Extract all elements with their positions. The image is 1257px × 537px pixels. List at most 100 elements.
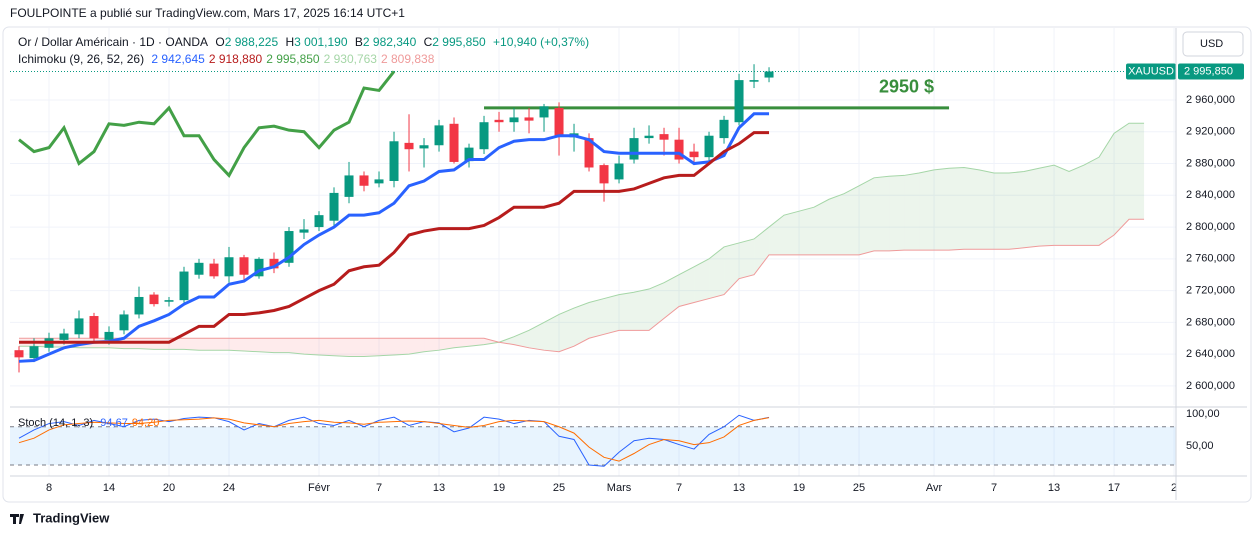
- candle-body: [644, 135, 654, 139]
- currency-box[interactable]: [1182, 31, 1244, 57]
- cloud: [304, 338, 320, 355]
- candle-body: [419, 145, 429, 149]
- candle-body: [434, 125, 444, 146]
- y-tick-label: 100,00: [1186, 408, 1220, 420]
- candle-body: [659, 134, 669, 140]
- y-tick-label: 50,00: [1186, 440, 1214, 452]
- stoch-legend: Stoch (14, 1, 3) 94,67 94,20: [18, 417, 163, 429]
- symbol: Or / Dollar Américain · 1D · OANDA: [18, 35, 209, 49]
- x-tick-label: 14: [103, 482, 115, 494]
- x-tick-label: 25: [553, 482, 565, 494]
- cloud: [1024, 168, 1040, 248]
- candle-body: [284, 231, 294, 263]
- candle-body: [674, 139, 684, 160]
- h-label: H: [285, 35, 295, 49]
- cloud: [394, 338, 410, 355]
- candle-body: [194, 262, 204, 275]
- line: [18, 417, 770, 462]
- candle-body: [584, 138, 594, 168]
- cloud: [814, 199, 830, 255]
- candle-body: [59, 333, 69, 340]
- x-tick-label: 19: [493, 482, 505, 494]
- candle-body: [119, 314, 129, 331]
- candle-body: [134, 296, 144, 315]
- candle-body: [359, 175, 369, 186]
- frame: [2, 26, 1252, 503]
- indicator-value: 2 809,838: [380, 52, 435, 66]
- candle-body: [179, 271, 189, 301]
- indicator-value: 2 918,880: [208, 52, 263, 66]
- b-label: B: [354, 35, 363, 49]
- cloud: [484, 338, 500, 345]
- candle-body: [164, 300, 174, 302]
- candle-body: [719, 119, 729, 139]
- cloud: [979, 169, 995, 250]
- change: +10,940 (+0,37%): [493, 35, 590, 49]
- main-pane: [10, 28, 1176, 405]
- x-tick-label: 7: [376, 482, 382, 494]
- candle-body: [689, 151, 699, 158]
- line: [18, 112, 770, 363]
- o-label: O: [215, 35, 225, 49]
- candle-body: [734, 80, 744, 123]
- cloud: [784, 211, 800, 255]
- candle-body: [464, 147, 474, 162]
- symbol-legend: Or / Dollar Américain · 1D · OANDA O 2 98…: [18, 35, 593, 49]
- line: [18, 70, 396, 178]
- candle-body: [599, 165, 609, 184]
- candle-body: [614, 163, 624, 180]
- symbol-tag: XAUUSD: [1128, 65, 1174, 77]
- candle-body: [254, 258, 264, 277]
- line: [19, 218, 1145, 353]
- cloud: [319, 338, 335, 356]
- cloud: [934, 168, 950, 251]
- cloud: [709, 246, 725, 299]
- cloud: [574, 302, 590, 347]
- x-tick-label: 13: [733, 482, 745, 494]
- cloud: [1129, 123, 1145, 220]
- axes: 8 14 20 24 Févr 7 13 19 25 Mars 7 13 19 25 Avr 7 13 17 2 2 …: [46, 63, 1244, 494]
- cloud: [274, 338, 290, 353]
- cloud: [469, 338, 485, 347]
- indicator-value: 2 930,763: [323, 52, 377, 66]
- line: [19, 122, 1145, 358]
- candle-body: [749, 80, 759, 82]
- candle-body: [449, 123, 459, 162]
- candle-body: [764, 71, 774, 78]
- cloud: [874, 176, 890, 251]
- cloud: [409, 338, 425, 355]
- cloud: [349, 338, 365, 357]
- y-tick-label: 2 720,000: [1186, 285, 1235, 297]
- c-label: C: [423, 35, 433, 49]
- annotation: 2950 $: [879, 77, 934, 97]
- cloud: [199, 338, 215, 351]
- cloud: [289, 338, 305, 355]
- y-tick-label: 2 760,000: [1186, 253, 1235, 265]
- x-tick-label: 8: [46, 482, 52, 494]
- cloud: [904, 173, 920, 251]
- low: 2 982,340: [362, 35, 417, 49]
- cloud: [154, 338, 170, 350]
- cloud: [694, 258, 710, 303]
- x-tick-label: 17: [1108, 482, 1120, 494]
- candle-body: [314, 215, 324, 228]
- cloud: [844, 185, 860, 255]
- symbol-tag-box: [1126, 63, 1176, 80]
- candle-body: [329, 192, 339, 221]
- band-fill: [10, 426, 1176, 465]
- x-tick-label: 2: [1171, 482, 1177, 494]
- logo: [10, 514, 24, 524]
- y-tick-label: 2 920,000: [1186, 126, 1235, 138]
- candle-body: [629, 138, 639, 160]
- cloud: [859, 177, 875, 255]
- cloud: [889, 175, 905, 251]
- cloud: [604, 294, 620, 335]
- indicator-value: 2 995,850: [266, 52, 320, 66]
- cloud: [724, 242, 740, 295]
- cloud: [799, 207, 815, 255]
- cloud: [1099, 133, 1115, 246]
- y-tick-label: 2 840,000: [1186, 189, 1235, 201]
- cloud: [769, 215, 785, 255]
